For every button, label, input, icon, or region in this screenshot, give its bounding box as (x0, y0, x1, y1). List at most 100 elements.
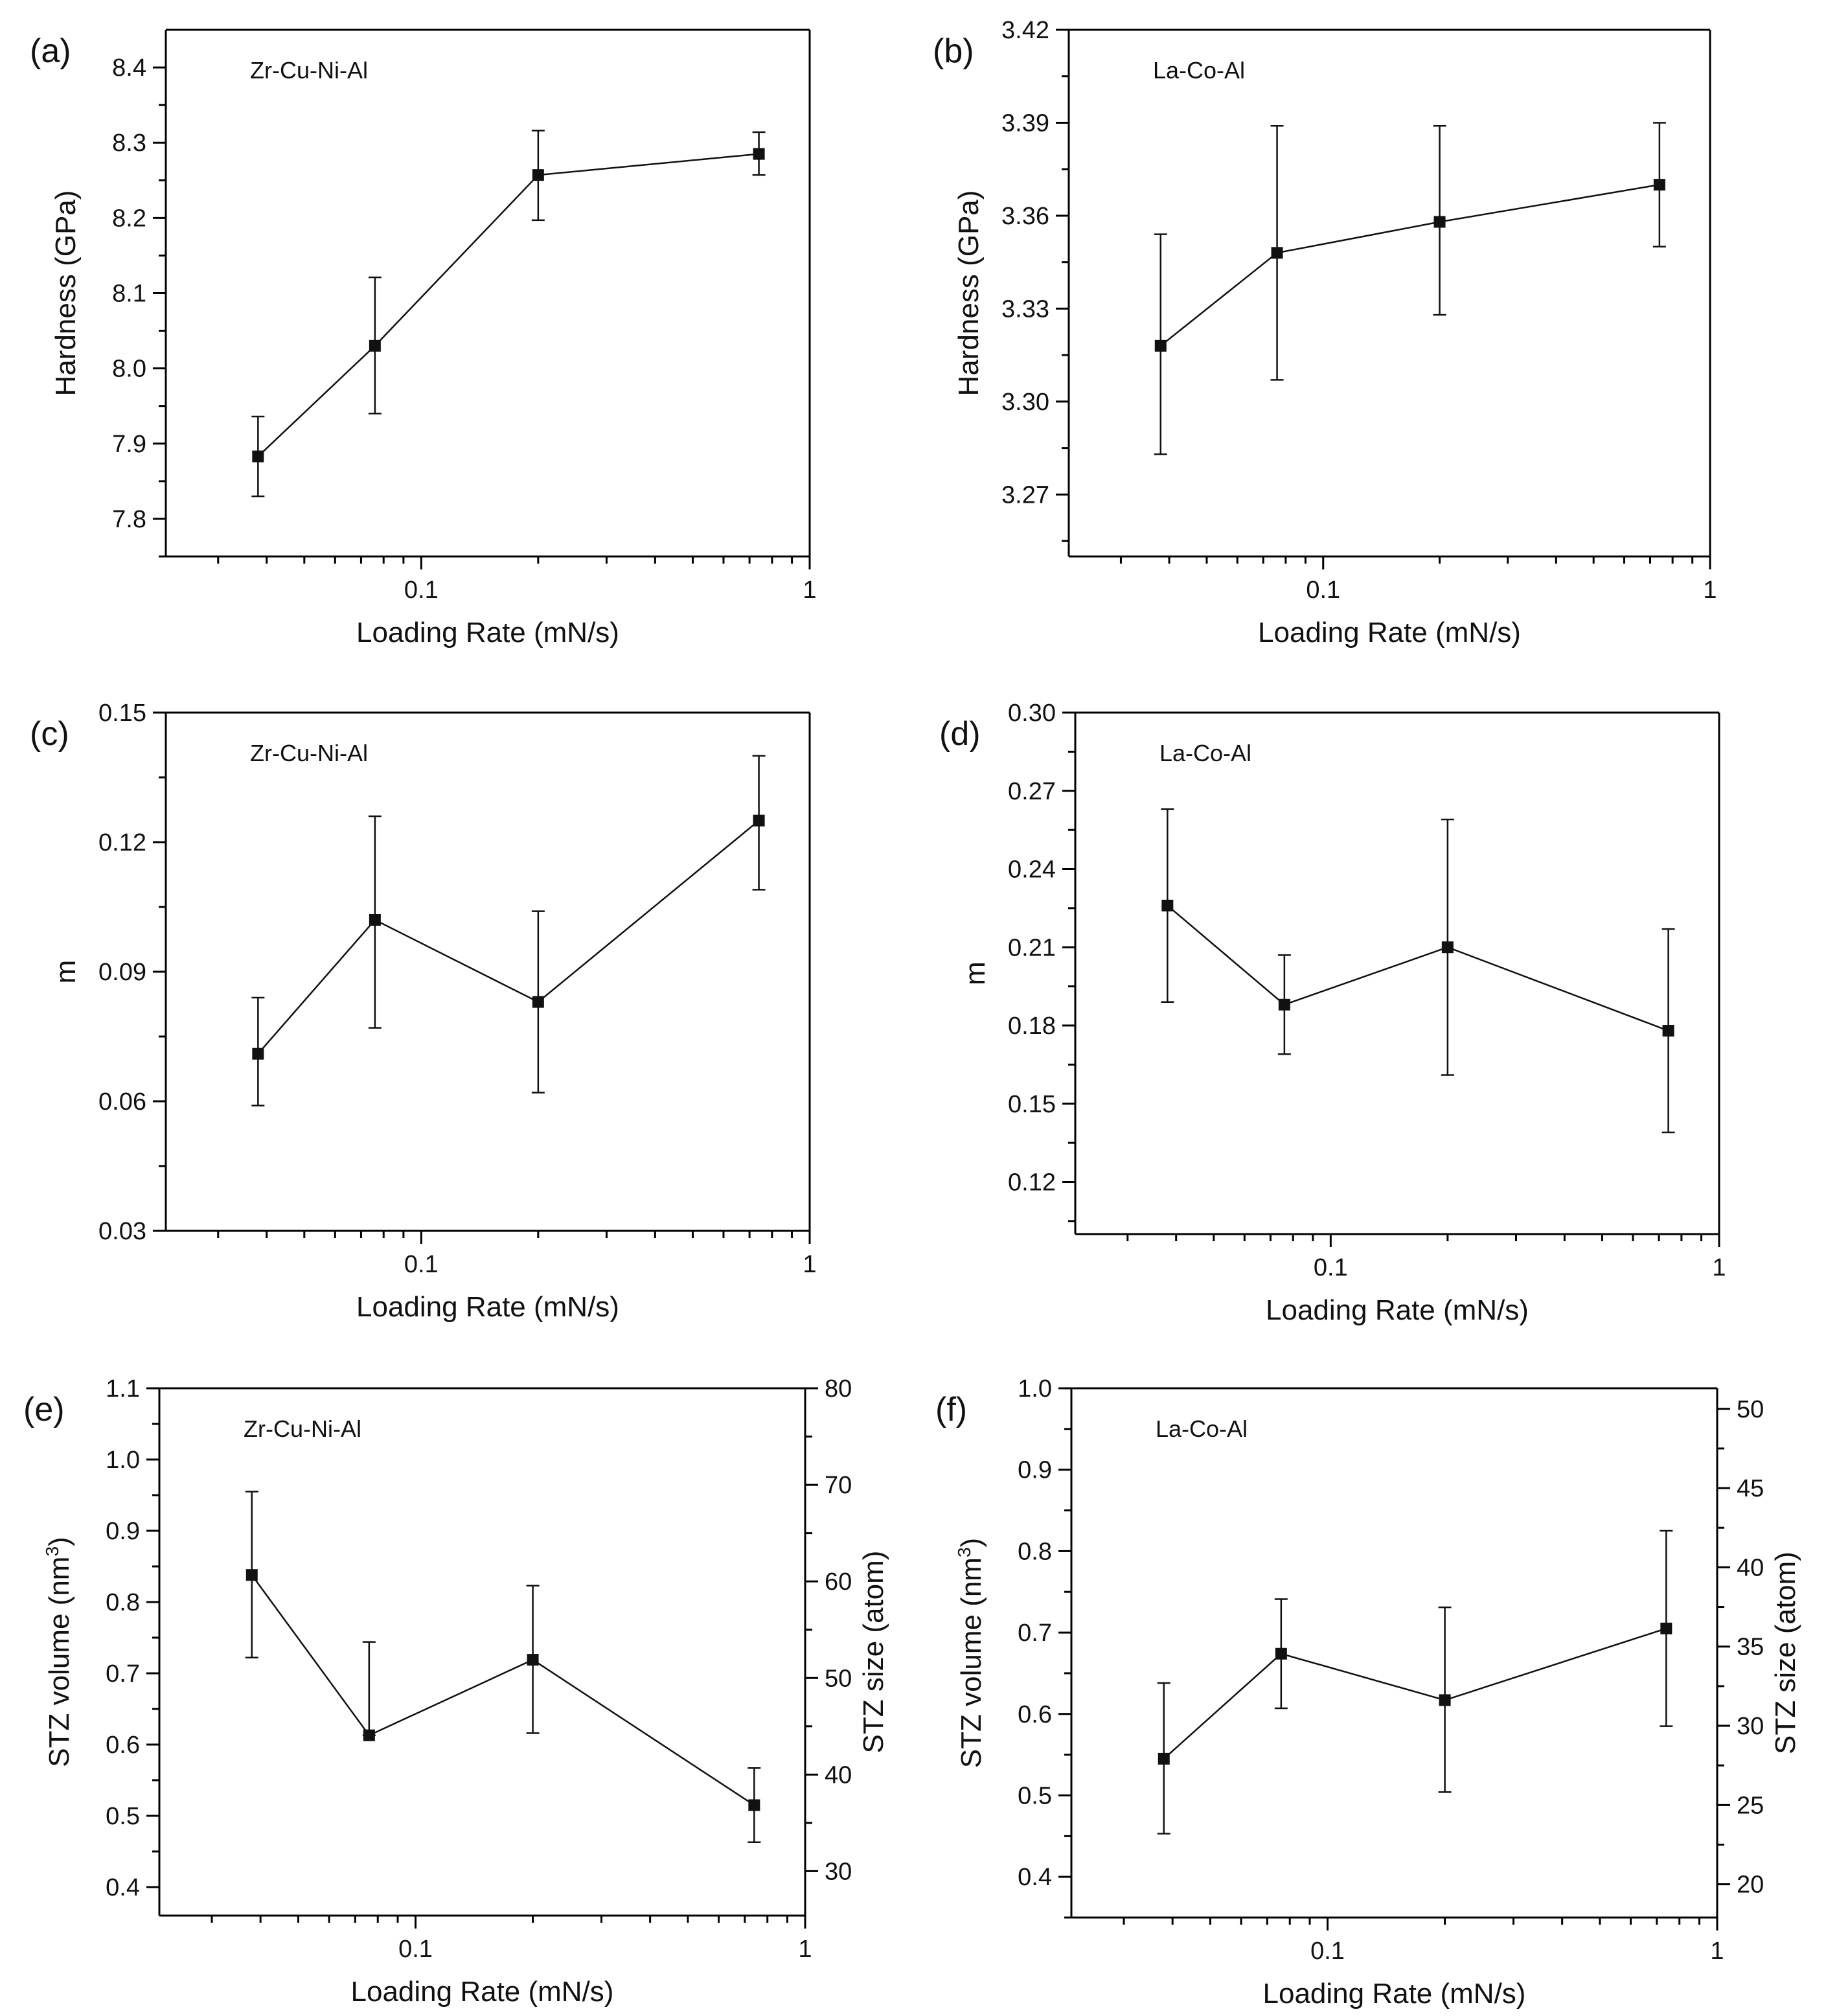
y-axis-title: m (50, 960, 82, 984)
x-tick-label: 1 (803, 577, 816, 604)
y-tick-label: 8.4 (112, 54, 146, 82)
x-tick-label: 1 (1703, 577, 1717, 604)
y2-tick-label: 30 (1737, 1713, 1764, 1740)
data-point (252, 1048, 264, 1060)
y-axis-title-text: Hardness (GPa) (50, 190, 82, 396)
y-tick-label: 0.4 (1018, 1864, 1052, 1891)
y-tick-label: 0.09 (98, 959, 146, 986)
y-tick-label: 7.9 (112, 431, 146, 458)
y-tick-label: 0.06 (98, 1088, 146, 1116)
x-tick-label: 1 (803, 1251, 816, 1278)
y-tick-label: 8.2 (112, 205, 146, 232)
chart-panel-2: 0.1 1 3.27 3.30 3.33 3.36 3.39 3.42 Loading Rate… (933, 17, 1717, 648)
y-tick-label: 0.12 (1008, 1169, 1056, 1197)
panel-label: (b) (933, 32, 974, 70)
y-tick-label: 0.03 (98, 1218, 146, 1245)
y-tick-label: 0.6 (1018, 1701, 1052, 1728)
y-axis-title-superscript: 3 (954, 1547, 974, 1557)
y-axis-title-text: m (959, 961, 991, 985)
y-tick-label: 3.39 (1001, 109, 1049, 137)
panel-label: (c) (30, 715, 69, 753)
x-axis-title: Loading Rate (mN/s) (1263, 1978, 1526, 2010)
data-point (527, 1654, 539, 1666)
y-axis-title-text: Hardness (GPa) (953, 190, 985, 396)
data-point (532, 996, 544, 1008)
data-point (753, 814, 765, 827)
panel-label: (d) (939, 715, 981, 753)
chart-panel-5: 0.1 1 0.4 0.5 0.6 0.7 0.8 0.9 1.0 1.1 30 40 50 60 70 80… (23, 1375, 889, 2008)
y-axis-title-text: m (50, 960, 82, 984)
series-line (251, 1574, 755, 1806)
x-tick-label: 1 (1710, 1938, 1724, 1965)
y-axis-title: STZ volume (nm3) (954, 1538, 987, 1768)
y-tick-label: 0.21 (1008, 934, 1056, 961)
data-point (532, 169, 544, 181)
y-tick-label: 1.0 (106, 1447, 140, 1474)
y-axis-title: m (959, 961, 991, 985)
series-line (1159, 183, 1660, 347)
alloy-label: Zr-Cu-Ni-Al (250, 57, 368, 84)
y-tick-label: 0.5 (106, 1803, 140, 1830)
data-point (1653, 179, 1665, 191)
y-tick-label: 0.6 (106, 1732, 140, 1759)
y2-tick-label: 45 (1737, 1475, 1764, 1502)
y-tick-label: 3.30 (1001, 389, 1049, 416)
y-tick-label: 0.7 (106, 1660, 140, 1688)
y-tick-label: 7.8 (112, 506, 146, 533)
data-point (369, 339, 381, 352)
x-tick-label: 1 (798, 1936, 812, 1963)
y-axis-title-text: STZ volume (nm (955, 1557, 987, 1768)
y2-tick-label: 30 (825, 1858, 852, 1885)
panel-label: (f) (935, 1391, 967, 1428)
y-tick-label: 0.5 (1018, 1782, 1052, 1809)
y-tick-label: 0.8 (1018, 1538, 1052, 1565)
x-axis-title: Loading Rate (mN/s) (1258, 617, 1521, 648)
y2-axis-title: STZ size (atom) (1770, 1552, 1801, 1754)
y-axis-title-superscript: 3 (42, 1546, 62, 1557)
data-point (245, 1569, 258, 1581)
data-point (748, 1799, 760, 1811)
data-point (1662, 1025, 1674, 1037)
y-tick-label: 3.27 (1001, 481, 1049, 509)
data-point (753, 148, 765, 160)
y-tick-label: 1.1 (106, 1375, 140, 1403)
y-tick-label: 0.4 (106, 1874, 140, 1901)
y2-tick-label: 40 (1737, 1554, 1764, 1581)
y-tick-label: 0.15 (1008, 1091, 1056, 1118)
y-tick-label: 0.24 (1008, 856, 1056, 884)
y2-axis-title: STZ size (atom) (858, 1551, 889, 1754)
y-axis-title: STZ volume (nm3) (42, 1537, 75, 1767)
series-line (1163, 1627, 1667, 1759)
alloy-label: La-Co-Al (1153, 57, 1245, 84)
x-tick-label: 0.1 (404, 577, 439, 604)
y-tick-label: 0.18 (1008, 1013, 1056, 1040)
panel-label: (a) (30, 32, 71, 70)
x-axis-title: Loading Rate (mN/s) (356, 617, 619, 648)
x-tick-label: 0.1 (1314, 1254, 1348, 1281)
y2-tick-label: 80 (825, 1375, 852, 1403)
x-tick-label: 1 (1712, 1254, 1726, 1281)
series-line (257, 153, 759, 457)
y2-tick-label: 25 (1737, 1792, 1764, 1819)
y-tick-label: 0.9 (106, 1518, 140, 1545)
y-axis-title-close: ) (43, 1537, 75, 1546)
chart-panel-3: 0.1 1 0.03 0.06 0.09 0.12 0.15 Loading Rate (mN… (30, 700, 817, 1323)
y-tick-label: 0.7 (1018, 1620, 1052, 1647)
alloy-label: La-Co-Al (1156, 1415, 1248, 1442)
panel-label: (e) (23, 1391, 65, 1428)
data-point (1275, 1647, 1287, 1660)
y-tick-label: 3.33 (1001, 295, 1049, 323)
y2-tick-label: 20 (1737, 1872, 1764, 1899)
y-tick-label: 3.42 (1001, 17, 1049, 44)
data-point (1433, 216, 1446, 228)
x-tick-label: 0.1 (1310, 1938, 1345, 1965)
x-tick-label: 0.1 (1306, 577, 1340, 604)
y2-tick-label: 50 (1737, 1396, 1764, 1423)
x-axis-title: Loading Rate (mN/s) (356, 1291, 619, 1323)
y-tick-label: 1.0 (1018, 1375, 1052, 1403)
data-point (369, 914, 381, 926)
y-tick-label: 0.27 (1008, 778, 1056, 805)
y-axis-title: Hardness (GPa) (50, 190, 82, 396)
y-tick-label: 8.3 (112, 130, 146, 157)
